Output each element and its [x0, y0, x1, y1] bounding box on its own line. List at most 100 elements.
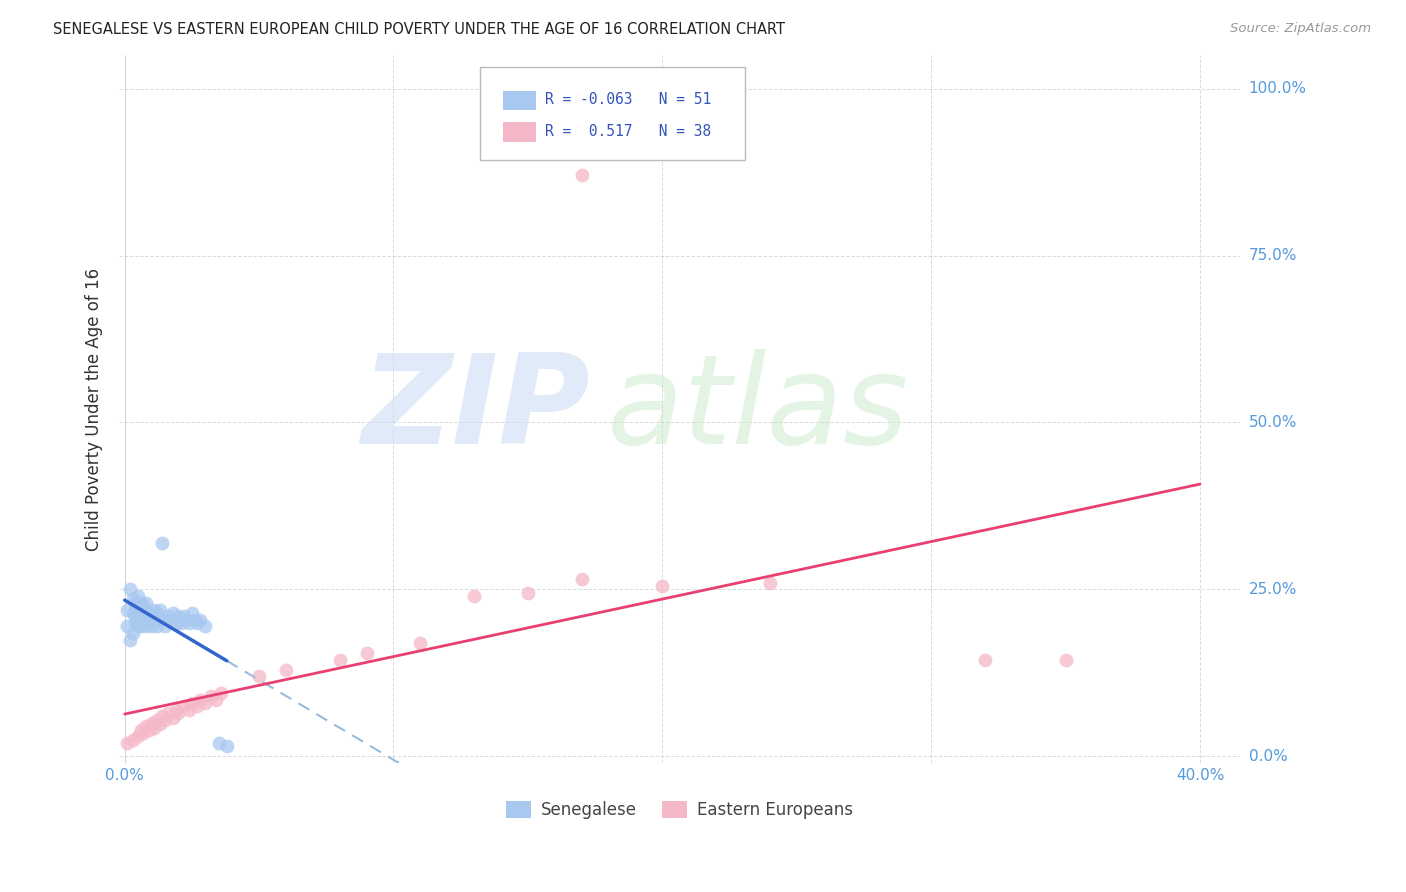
Point: [121, 626, 143, 640]
Point: [135, 596, 157, 610]
Point: [179, 703, 201, 717]
Point: [165, 615, 187, 630]
Text: SENEGALESE VS EASTERN EUROPEAN CHILD POVERTY UNDER THE AGE OF 16 CORRELATION CHA: SENEGALESE VS EASTERN EUROPEAN CHILD POV…: [53, 22, 786, 37]
Point: [1054, 652, 1077, 666]
Text: atlas: atlas: [607, 349, 910, 469]
Point: [149, 717, 172, 731]
Text: 50.0%: 50.0%: [1249, 415, 1296, 430]
Point: [121, 606, 143, 620]
Point: [124, 615, 146, 630]
Point: [132, 615, 155, 630]
Point: [329, 652, 352, 666]
Point: [162, 606, 184, 620]
Point: [117, 736, 139, 750]
Point: [156, 609, 179, 624]
Point: [205, 692, 228, 706]
Point: [571, 573, 593, 587]
Point: [141, 619, 163, 633]
FancyBboxPatch shape: [481, 67, 745, 160]
Point: [146, 713, 169, 727]
Point: [129, 609, 152, 624]
Point: [274, 663, 297, 677]
Point: [176, 613, 198, 627]
Point: [143, 722, 166, 736]
Point: [651, 579, 673, 593]
Point: [146, 606, 169, 620]
Point: [516, 586, 538, 600]
Point: [124, 609, 146, 624]
Point: [117, 619, 139, 633]
Point: [132, 726, 155, 740]
Point: [180, 696, 202, 710]
Text: ZIP: ZIP: [361, 349, 591, 469]
Point: [138, 613, 160, 627]
Point: [127, 599, 149, 614]
Point: [759, 575, 782, 590]
Y-axis label: Child Poverty Under the Age of 16: Child Poverty Under the Age of 16: [86, 268, 103, 550]
Text: Source: ZipAtlas.com: Source: ZipAtlas.com: [1230, 22, 1371, 36]
Point: [167, 609, 190, 624]
Text: 0.0%: 0.0%: [1249, 749, 1288, 764]
Point: [129, 723, 152, 737]
FancyBboxPatch shape: [503, 122, 536, 142]
Point: [132, 599, 155, 614]
Point: [173, 609, 195, 624]
Point: [571, 169, 593, 183]
Point: [127, 606, 149, 620]
Point: [183, 613, 205, 627]
Point: [247, 669, 270, 683]
Point: [141, 716, 163, 731]
Point: [974, 652, 997, 666]
Point: [143, 613, 166, 627]
Point: [179, 615, 201, 630]
Point: [118, 632, 141, 647]
Text: R = -0.063   N = 51: R = -0.063 N = 51: [546, 92, 711, 107]
Point: [209, 686, 232, 700]
Point: [186, 615, 208, 630]
Point: [208, 736, 231, 750]
Text: R =  0.517   N = 38: R = 0.517 N = 38: [546, 124, 711, 139]
Point: [463, 589, 485, 603]
Point: [118, 582, 141, 597]
Point: [409, 636, 432, 650]
Point: [153, 619, 176, 633]
Point: [149, 613, 172, 627]
Point: [117, 602, 139, 616]
Point: [200, 690, 222, 704]
Point: [153, 713, 176, 727]
Point: [141, 609, 163, 624]
Point: [127, 589, 149, 603]
Text: 75.0%: 75.0%: [1249, 248, 1296, 263]
Point: [135, 619, 157, 633]
Legend: Senegalese, Eastern Europeans: Senegalese, Eastern Europeans: [499, 794, 860, 826]
Point: [186, 699, 208, 714]
Point: [124, 596, 146, 610]
Point: [138, 723, 160, 737]
Point: [146, 619, 169, 633]
Point: [135, 609, 157, 624]
Point: [165, 703, 187, 717]
Point: [121, 592, 143, 607]
Point: [121, 732, 143, 747]
Point: [127, 619, 149, 633]
Point: [194, 696, 217, 710]
Point: [150, 709, 173, 723]
Point: [129, 596, 152, 610]
Text: 25.0%: 25.0%: [1249, 582, 1296, 597]
FancyBboxPatch shape: [503, 91, 536, 111]
Point: [170, 615, 193, 630]
Point: [173, 699, 195, 714]
Point: [132, 606, 155, 620]
Point: [194, 619, 217, 633]
Point: [188, 613, 211, 627]
Point: [167, 706, 190, 720]
Point: [138, 606, 160, 620]
Text: 100.0%: 100.0%: [1249, 81, 1306, 96]
Point: [215, 739, 238, 754]
Point: [143, 602, 166, 616]
Point: [150, 535, 173, 549]
Point: [188, 692, 211, 706]
Point: [156, 706, 179, 720]
Point: [159, 613, 181, 627]
Point: [129, 619, 152, 633]
